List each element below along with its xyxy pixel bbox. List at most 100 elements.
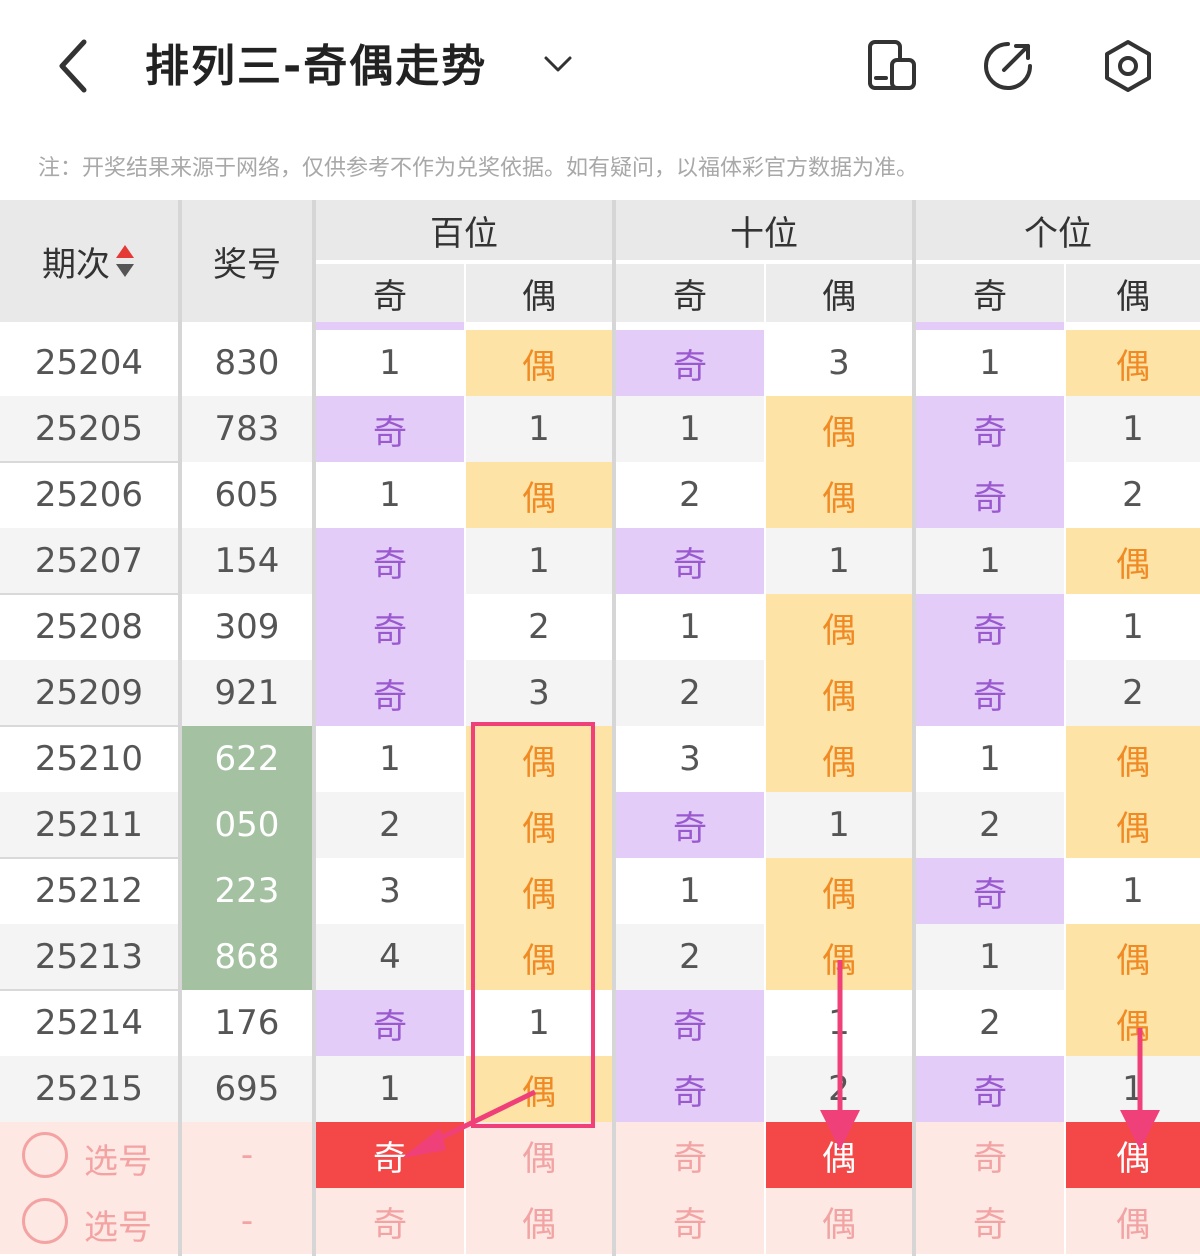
miss-count-cell: 2 (916, 792, 1064, 858)
odd-cell: 奇 (616, 792, 764, 858)
row-divider (0, 593, 178, 595)
pick-odd-button[interactable]: 奇 (316, 1122, 464, 1188)
miss-count-cell: 1 (1066, 396, 1200, 462)
number-cell: 921 (182, 660, 312, 726)
pick-label: 选号 (84, 1208, 152, 1248)
scrolled-row-strip (916, 322, 1064, 330)
odd-cell: 奇 (316, 594, 464, 660)
layout-toggle-icon[interactable] (864, 38, 920, 94)
odd-cell: 奇 (916, 396, 1064, 462)
pick-even-button[interactable]: 偶 (466, 1188, 612, 1254)
pick-odd-button[interactable]: 奇 (916, 1188, 1064, 1254)
even-cell: 偶 (466, 858, 612, 924)
even-cell: 偶 (1066, 792, 1200, 858)
period-cell: 25208 (0, 594, 178, 660)
odd-cell: 奇 (916, 858, 1064, 924)
miss-count-cell: 2 (916, 990, 1064, 1056)
miss-count-cell: 3 (466, 660, 612, 726)
pick-number-cell: - (182, 1122, 312, 1188)
row-divider (0, 461, 178, 463)
miss-count-cell: 1 (766, 528, 912, 594)
number-cell: 830 (182, 330, 312, 396)
period-cell: 25214 (0, 990, 178, 1056)
even-subheader: 偶 (466, 264, 612, 322)
column-divider (178, 200, 182, 1256)
period-cell: 25206 (0, 462, 178, 528)
odd-subheader: 奇 (916, 264, 1064, 322)
number-cell: 605 (182, 462, 312, 528)
odd-cell: 奇 (316, 528, 464, 594)
miss-count-cell: 1 (316, 330, 464, 396)
period-cell: 25215 (0, 1056, 178, 1122)
number-cell: 695 (182, 1056, 312, 1122)
even-cell: 偶 (466, 330, 612, 396)
even-cell: 偶 (1066, 990, 1200, 1056)
miss-count-cell: 1 (466, 396, 612, 462)
miss-count-cell: 1 (316, 1056, 464, 1122)
miss-count-cell: 1 (916, 528, 1064, 594)
odd-cell: 奇 (616, 528, 764, 594)
period-cell: 25213 (0, 924, 178, 990)
pick-odd-button[interactable]: 奇 (916, 1122, 1064, 1188)
period-header[interactable]: 期次 (0, 200, 178, 322)
miss-count-cell: 1 (916, 924, 1064, 990)
even-cell: 偶 (466, 792, 612, 858)
miss-count-cell: 2 (616, 462, 764, 528)
period-cell: 25209 (0, 660, 178, 726)
miss-count-cell: 4 (316, 924, 464, 990)
pick-even-button[interactable]: 偶 (1066, 1122, 1200, 1188)
miss-count-cell: 1 (766, 792, 912, 858)
chevron-down-icon[interactable] (540, 48, 576, 78)
even-cell: 偶 (766, 726, 912, 792)
back-arrow-icon[interactable] (52, 36, 96, 96)
radio-circle-icon[interactable] (22, 1132, 68, 1178)
pick-even-button[interactable]: 偶 (466, 1122, 612, 1188)
odd-cell: 奇 (916, 594, 1064, 660)
sort-arrows-icon[interactable] (114, 243, 136, 279)
miss-count-cell: 1 (466, 528, 612, 594)
pick-odd-button[interactable]: 奇 (616, 1122, 764, 1188)
odd-subheader: 奇 (616, 264, 764, 322)
share-icon[interactable] (980, 38, 1036, 94)
miss-count-cell: 2 (466, 594, 612, 660)
odd-cell: 奇 (316, 396, 464, 462)
even-cell: 偶 (466, 726, 612, 792)
miss-count-cell: 1 (766, 990, 912, 1056)
miss-count-cell: 3 (766, 330, 912, 396)
odd-cell: 奇 (616, 330, 764, 396)
pick-odd-button[interactable]: 奇 (616, 1188, 764, 1254)
pick-row-selector[interactable]: 选号 (0, 1188, 178, 1254)
period-cell: 25204 (0, 330, 178, 396)
pick-odd-button[interactable]: 奇 (316, 1188, 464, 1254)
odd-cell: 奇 (316, 660, 464, 726)
pick-even-button[interactable]: 偶 (766, 1122, 912, 1188)
column-divider (612, 200, 616, 1256)
pick-even-button[interactable]: 偶 (1066, 1188, 1200, 1254)
miss-count-cell: 1 (916, 330, 1064, 396)
even-cell: 偶 (466, 1056, 612, 1122)
even-subheader: 偶 (1066, 264, 1200, 322)
group-header-units: 个位 (916, 200, 1200, 260)
disclaimer-note: 注：开奖结果来源于网络，仅供参考不作为兑奖依据。如有疑问，以福体彩官方数据为准。 (38, 156, 919, 181)
odd-subheader: 奇 (316, 264, 464, 322)
pick-number-cell: - (182, 1188, 312, 1254)
group-header-hundreds: 百位 (316, 200, 612, 260)
settings-icon[interactable] (1100, 38, 1156, 94)
miss-count-cell: 1 (466, 990, 612, 1056)
radio-circle-icon[interactable] (22, 1198, 68, 1244)
pick-even-button[interactable]: 偶 (766, 1188, 912, 1254)
pick-row-selector[interactable]: 选号 (0, 1122, 178, 1188)
number-header: 奖号 (182, 200, 312, 322)
miss-count-cell: 2 (1066, 660, 1200, 726)
scrolled-row-strip (316, 322, 464, 330)
number-cell: 176 (182, 990, 312, 1056)
even-cell: 偶 (1066, 528, 1200, 594)
number-cell: 622 (182, 726, 312, 792)
odd-cell: 奇 (916, 1056, 1064, 1122)
even-cell: 偶 (766, 462, 912, 528)
row-divider (0, 725, 178, 727)
miss-count-cell: 1 (1066, 858, 1200, 924)
miss-count-cell: 3 (316, 858, 464, 924)
even-cell: 偶 (1066, 330, 1200, 396)
miss-count-cell: 1 (616, 396, 764, 462)
